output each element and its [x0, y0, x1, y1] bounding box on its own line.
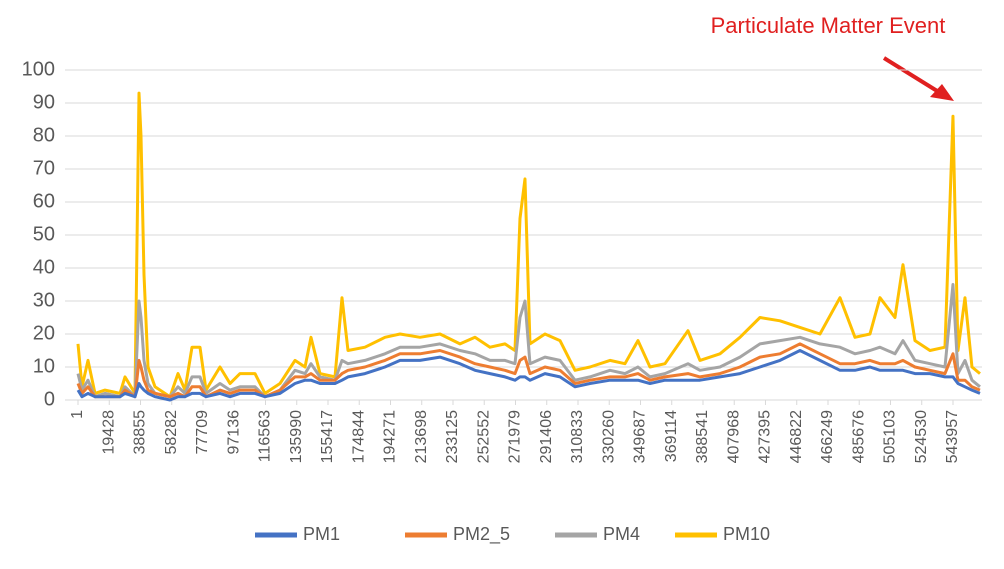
x-tick-label: 174844	[350, 410, 367, 463]
x-tick-label: 349687	[632, 410, 649, 463]
x-tick-label: 271979	[507, 410, 524, 463]
x-tick-label: 330260	[600, 410, 617, 463]
x-tick-label: 446822	[788, 410, 805, 463]
line-series	[76, 342, 981, 399]
y-tick-label: 0	[44, 388, 55, 410]
legend-label: PM4	[603, 524, 640, 544]
x-tick-label: 233125	[444, 410, 461, 463]
y-tick-label: 20	[33, 322, 55, 344]
x-tick-label: 252552	[475, 410, 492, 463]
line-series	[76, 91, 981, 399]
x-tick-label: 213698	[413, 410, 430, 463]
x-tick-label: 505103	[882, 410, 899, 463]
y-tick-label: 90	[33, 91, 55, 113]
x-tick-label: 291406	[538, 410, 555, 463]
x-tick-label: 194271	[382, 410, 399, 463]
x-tick-label: 135990	[288, 410, 305, 463]
x-tick-label: 1	[69, 410, 86, 419]
x-tick-label: 524530	[913, 410, 930, 463]
legend-label: PM10	[723, 524, 770, 544]
legend-item: PM4	[555, 524, 640, 544]
line-series	[76, 349, 981, 402]
x-tick-label: 543957	[944, 410, 961, 463]
legend-item: PM1	[255, 524, 340, 544]
x-tick-label: 155417	[319, 410, 336, 463]
x-tick-label: 97136	[225, 410, 242, 455]
x-tick-label: 427395	[757, 410, 774, 463]
y-tick-label: 70	[33, 157, 55, 179]
legend-item: PM10	[675, 524, 770, 544]
y-tick-label: 40	[33, 256, 55, 278]
annotation-arrow	[882, 56, 954, 101]
x-tick-label: 485676	[850, 410, 867, 463]
legend-item: PM2_5	[405, 524, 510, 545]
legend-label: PM1	[303, 524, 340, 544]
x-tick-label: 38855	[132, 410, 149, 455]
x-tick-label: 310833	[569, 410, 586, 463]
y-tick-label: 10	[33, 355, 55, 377]
annotation: Particulate Matter Event	[711, 13, 946, 38]
y-tick-label: 50	[33, 223, 55, 245]
y-tick-label: 80	[33, 124, 55, 146]
x-tick-label: 58282	[163, 410, 180, 455]
y-tick-label: 100	[22, 58, 55, 80]
x-tick-label: 116563	[257, 410, 274, 462]
y-tick-label: 30	[33, 289, 55, 311]
legend-label: PM2_5	[453, 524, 510, 545]
y-tick-label: 60	[33, 190, 55, 212]
x-tick-label: 388541	[694, 410, 711, 463]
x-tick-label: 466249	[819, 410, 836, 463]
x-tick-label: 19428	[100, 410, 117, 455]
x-tick-label: 77709	[194, 410, 211, 455]
x-tick-label: 369114	[663, 410, 680, 462]
x-tick-label: 407968	[725, 410, 742, 463]
